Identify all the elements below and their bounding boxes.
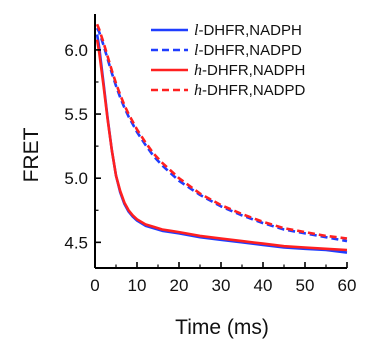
x-tick-label-0: 0 <box>90 276 99 295</box>
series-layer <box>95 23 348 254</box>
series-line-3 <box>95 23 348 240</box>
x-tick-label-4: 40 <box>254 276 273 295</box>
x-tick-label-1: 10 <box>128 276 147 295</box>
x-tick-label-5: 50 <box>296 276 315 295</box>
legend: l-DHFR,NADPH l-DHFR,NADPD h-DHFR,NADPH h-DH… <box>151 22 305 99</box>
legend-label-3: h-DHFR,NADPD <box>194 82 305 99</box>
y-tick-label-0: 4.5 <box>64 233 88 252</box>
y-tick-label-3: 6.0 <box>64 41 88 60</box>
series-line-2 <box>95 39 348 252</box>
y-axis-title: FRET <box>20 127 43 182</box>
series-line-1 <box>95 27 348 243</box>
x-tick-label-2: 20 <box>170 276 189 295</box>
legend-label-2: h-DHFR,NADPH <box>194 62 305 79</box>
axes-layer: 0 10 20 30 40 50 60 4.5 5.0 5.5 6.0 <box>64 14 356 295</box>
y-tick-label-1: 5.0 <box>64 169 88 188</box>
x-tick-label-6: 60 <box>338 276 357 295</box>
x-tick-label-3: 30 <box>212 276 231 295</box>
x-axis-title: Time (ms) <box>175 316 269 339</box>
legend-label-1: l-DHFR,NADPD <box>194 42 302 59</box>
y-tick-label-2: 5.5 <box>64 105 88 124</box>
legend-label-0: l-DHFR,NADPH <box>194 22 302 39</box>
